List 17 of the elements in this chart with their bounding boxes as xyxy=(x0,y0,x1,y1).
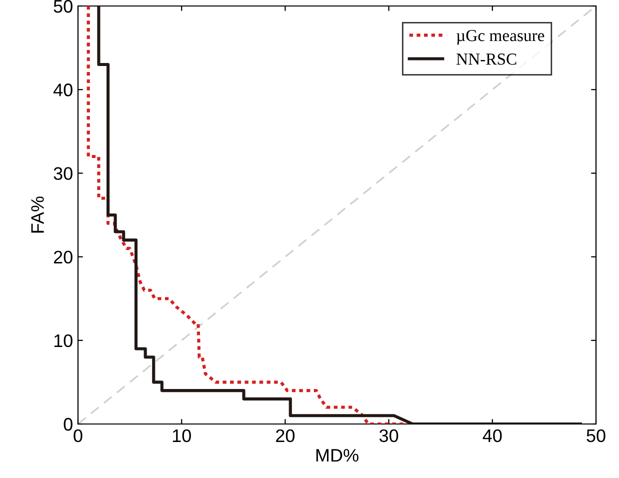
x-tick-label: 20 xyxy=(276,429,295,442)
y-tick-label: 0 xyxy=(64,418,72,431)
x-tick-label: 30 xyxy=(379,429,398,442)
x-axis-title: MD% xyxy=(316,449,358,462)
y-tick-label: 10 xyxy=(54,334,72,348)
y-tick-label: 50 xyxy=(54,0,72,13)
y-tick-label: 40 xyxy=(53,84,72,96)
legend-label: NN-RSC xyxy=(456,54,516,65)
y-tick-label: 30 xyxy=(54,167,72,180)
y-axis-title: FA% xyxy=(31,196,44,233)
y-tick-label: 20 xyxy=(54,250,72,264)
x-tick-label: 50 xyxy=(586,429,606,442)
x-tick-label: 10 xyxy=(172,429,191,442)
x-tick-label: 40 xyxy=(482,429,502,442)
line-series xyxy=(86,6,412,424)
legend-label: µGc measure xyxy=(456,30,544,45)
x-tick-label: 0 xyxy=(74,429,82,442)
